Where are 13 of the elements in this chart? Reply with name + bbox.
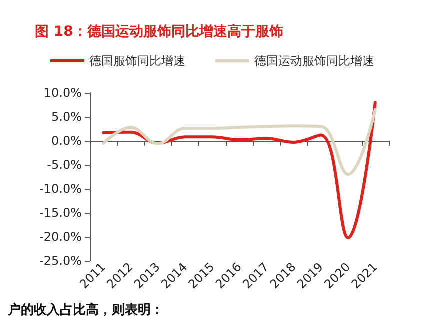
y-tick-label: -15.0% (40, 206, 82, 220)
legend-label: 德国服饰同比增速 (90, 54, 186, 68)
y-tick-label: 0.0% (52, 134, 82, 148)
legend-label: 德国运动服饰同比增速 (254, 54, 374, 68)
line-series (102, 108, 377, 176)
y-tick-label: 5.0% (52, 110, 82, 124)
y-tick-label: -10.0% (40, 182, 82, 196)
y-tick-label: -25.0% (40, 254, 82, 268)
text: 户的收入占比高，则表明： (7, 302, 164, 318)
chart-title: 图 18：德国运动服饰同比增速高于服饰 (35, 23, 284, 40)
y-tick-label: -5.0% (47, 158, 82, 172)
y-tick-label: -20.0% (40, 230, 82, 244)
y-tick-label: 10.0% (44, 86, 82, 100)
